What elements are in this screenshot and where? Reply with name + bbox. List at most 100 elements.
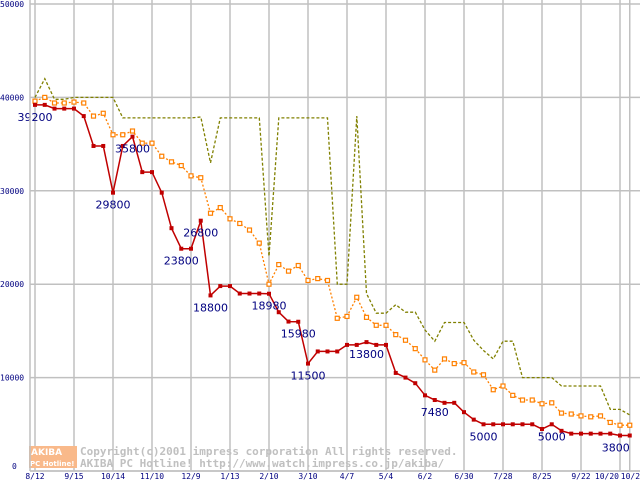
data-point-average — [120, 132, 126, 138]
data-point-average — [149, 140, 155, 146]
data-point-average — [207, 210, 214, 216]
x-tick-label: 10/20 — [595, 472, 619, 480]
data-point-min — [33, 102, 37, 107]
data-point-min — [159, 190, 164, 195]
x-tick-label: 3/10 — [298, 472, 317, 480]
x-tick-label: 9/15 — [64, 472, 83, 480]
data-point-average — [178, 162, 184, 169]
site-url-text: AKIBA PC Hotline! http://www.watch.impre… — [80, 457, 445, 470]
data-point-min — [120, 143, 125, 148]
data-label: 18800 — [193, 301, 228, 314]
data-point-min — [267, 291, 271, 296]
data-point-min — [247, 291, 252, 296]
data-point-average — [42, 94, 48, 101]
data-point-average — [461, 360, 467, 366]
data-point-min — [72, 106, 76, 111]
data-point-min — [325, 349, 330, 354]
data-point-average — [383, 322, 389, 328]
data-point-min — [228, 284, 232, 289]
data-point-average — [168, 159, 175, 165]
data-point-min — [179, 246, 184, 251]
data-point-min — [62, 106, 67, 111]
data-point-min — [501, 422, 505, 427]
data-point-average — [100, 110, 106, 116]
data-point-min — [140, 170, 145, 175]
x-tick-label: 9/22 — [571, 472, 590, 480]
data-point-average — [256, 240, 262, 246]
data-point-min — [189, 246, 193, 251]
x-tick-label: 12/9 — [181, 472, 200, 480]
data-point-average — [373, 322, 379, 328]
data-point-min — [413, 381, 418, 386]
data-point-min — [462, 410, 466, 415]
data-label: 18980 — [252, 300, 287, 313]
x-tick-label: 7/28 — [493, 472, 512, 480]
data-point-average — [558, 410, 565, 416]
data-label: 7480 — [421, 406, 449, 419]
data-point-average — [315, 275, 321, 282]
data-point-average — [480, 372, 487, 378]
series-lines — [32, 77, 633, 438]
data-point-average — [295, 262, 301, 269]
data-point-min — [442, 400, 447, 405]
x-tick-label: 8/25 — [532, 472, 551, 480]
data-point-average — [51, 100, 58, 106]
data-point-average — [266, 281, 272, 287]
data-point-min — [559, 428, 564, 433]
data-point-min — [111, 190, 115, 195]
data-point-average — [324, 277, 331, 284]
data-point-min — [81, 114, 86, 119]
data-point-min — [432, 398, 437, 403]
y-tick-label: 20000 — [0, 280, 24, 289]
data-point-min — [354, 342, 359, 347]
data-point-average — [402, 337, 409, 343]
data-point-min — [276, 310, 281, 315]
data-point-average — [393, 332, 399, 338]
data-point-min — [549, 422, 554, 427]
data-point-min — [257, 291, 262, 296]
data-label: 26800 — [183, 227, 218, 240]
data-point-average — [432, 367, 438, 373]
data-point-average — [305, 277, 311, 284]
data-point-average — [490, 387, 496, 393]
data-label: 39200 — [18, 111, 53, 124]
data-label: 3800 — [602, 442, 630, 455]
data-point-min — [393, 370, 398, 375]
data-label: 15980 — [281, 328, 316, 341]
data-point-average — [344, 313, 350, 320]
data-point-min — [510, 422, 515, 427]
data-point-min — [471, 417, 476, 422]
data-point-min — [452, 400, 457, 405]
data-point-average — [451, 360, 457, 367]
data-point-average — [71, 99, 77, 105]
data-label: 13800 — [349, 348, 384, 361]
data-point-min — [588, 431, 593, 436]
data-point-min — [335, 349, 340, 354]
data-point-min — [286, 319, 291, 324]
series-line-max — [34, 77, 631, 416]
data-point-min — [627, 433, 632, 438]
data-label: 11500 — [291, 370, 326, 383]
x-tick-label: 11/10 — [140, 472, 164, 480]
data-point-min — [315, 349, 320, 354]
data-point-min — [540, 426, 544, 431]
data-point-min — [598, 431, 603, 436]
copyright-text: Copyright(c)2001 impress corporation All… — [80, 445, 458, 458]
data-point-min — [481, 422, 486, 427]
data-point-average — [217, 205, 223, 211]
data-point-average — [500, 383, 506, 389]
x-tick-label: 6/30 — [454, 472, 473, 480]
y-tick-label: 0 — [12, 462, 17, 471]
data-point-average — [471, 369, 477, 375]
data-point-min — [150, 170, 154, 175]
x-tick-label: 10/14 — [101, 472, 125, 480]
data-point-min — [169, 226, 174, 231]
data-point-average — [539, 401, 545, 407]
data-point-min — [520, 422, 525, 427]
data-point-average — [227, 216, 233, 222]
data-point-average — [354, 294, 360, 300]
data-point-average — [627, 422, 633, 428]
data-point-average — [519, 397, 526, 403]
grid — [30, 0, 640, 472]
